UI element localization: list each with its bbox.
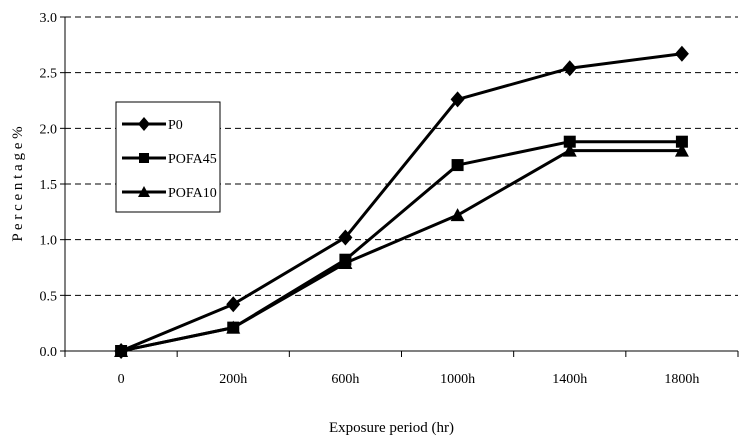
x-tick-label: 0 — [118, 372, 125, 387]
data-point — [562, 60, 577, 77]
legend-label: POFA45 — [168, 152, 217, 167]
y-tick-label: 3.0 — [40, 11, 58, 26]
y-tick-label: 2.5 — [40, 67, 58, 82]
series-line — [120, 52, 683, 353]
series-pofa10 — [114, 143, 689, 357]
x-tick-label: 1000h — [440, 372, 475, 387]
data-point — [226, 296, 241, 313]
series-group — [114, 45, 689, 359]
y-tick-label: 0.5 — [40, 289, 58, 304]
x-tick-label: 600h — [331, 372, 359, 387]
data-point — [563, 135, 576, 148]
x-tick-labels: 0 200h 600h 1000h 1400h 1800h — [118, 372, 700, 387]
legend: P0 POFA45 POFA10 — [115, 101, 221, 213]
x-axis-title: Exposure period (hr) — [329, 420, 454, 436]
legend-label: P0 — [168, 118, 183, 133]
y-tick-labels: 0.0 0.5 1.0 1.5 2.0 2.5 3.0 — [40, 11, 58, 360]
data-point — [674, 45, 689, 62]
data-point — [338, 229, 353, 246]
data-point — [114, 344, 129, 357]
data-point — [562, 143, 577, 157]
y-tick-label: 0.0 — [40, 345, 58, 360]
data-point — [450, 91, 465, 108]
x-tick-label: 200h — [219, 372, 247, 387]
y-tick-label: 1.5 — [40, 178, 58, 193]
data-point — [226, 320, 241, 334]
legend-item: POFA45 — [122, 152, 217, 167]
axes — [60, 16, 739, 357]
data-point — [674, 143, 689, 157]
data-point — [451, 159, 464, 172]
data-point — [338, 256, 353, 270]
legend-item: POFA10 — [122, 186, 217, 201]
y-tick-label: 2.0 — [40, 122, 58, 137]
x-tick-label: 1800h — [664, 372, 699, 387]
data-point — [450, 208, 465, 222]
legend-marker — [139, 153, 149, 163]
data-point — [675, 135, 688, 148]
y-tick-label: 1.0 — [40, 234, 58, 249]
legend-marker — [138, 186, 150, 197]
y-axis-title: P e r c e n t a g e % — [10, 126, 26, 241]
legend-item: P0 — [122, 117, 183, 133]
series-line — [120, 149, 682, 353]
legend-marker — [138, 117, 150, 131]
x-tick-label: 1400h — [552, 372, 587, 387]
legend-label: POFA10 — [168, 186, 217, 201]
